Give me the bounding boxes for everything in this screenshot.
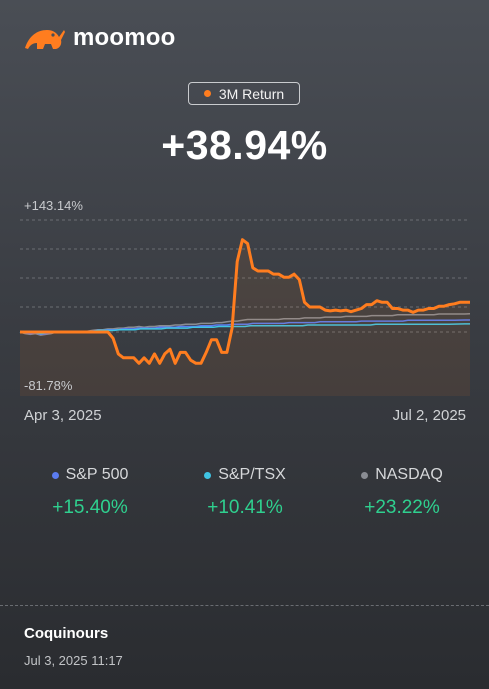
x-axis-start-date: Apr 3, 2025	[24, 407, 102, 424]
section-divider	[0, 605, 489, 606]
period-badge: 3M Return	[188, 82, 300, 105]
return-chart	[19, 219, 471, 396]
benchmark-sp500: S&P 500 +15.40%	[40, 466, 140, 519]
benchmark-return: +15.40%	[52, 497, 128, 518]
brand-name: moomoo	[73, 24, 176, 51]
benchmark-name: NASDAQ	[375, 466, 443, 483]
benchmark-list: S&P 500 +15.40% S&P/TSX +10.41% NASDAQ +…	[0, 466, 489, 536]
brand-logo: moomoo	[23, 24, 176, 52]
sptsx-dot-icon	[204, 471, 212, 479]
bull-logo-icon	[25, 30, 65, 49]
post-timestamp: Jul 3, 2025 11:17	[24, 653, 123, 668]
author-name: Coquinours	[24, 625, 109, 642]
period-label: 3M Return	[218, 85, 285, 102]
portfolio-area	[20, 239, 470, 396]
benchmark-return: +10.41%	[207, 497, 283, 518]
benchmark-return: +23.22%	[364, 497, 440, 518]
portfolio-line	[20, 238, 470, 365]
period-dot-icon	[203, 90, 211, 97]
y-axis-min-label: -81.78%	[24, 378, 73, 393]
y-axis-max-label: +143.14%	[24, 198, 83, 213]
benchmark-sptsx: S&P/TSX +10.41%	[195, 466, 295, 519]
benchmark-name: S&P/TSX	[218, 466, 286, 483]
x-axis-end-date: Jul 2, 2025	[392, 407, 466, 424]
benchmark-nasdaq: NASDAQ +23.22%	[347, 466, 457, 519]
sp500-dot-icon	[51, 471, 59, 479]
total-return: +38.94%	[161, 122, 328, 168]
benchmark-name: S&P 500	[65, 466, 129, 483]
nasdaq-dot-icon	[361, 471, 369, 479]
